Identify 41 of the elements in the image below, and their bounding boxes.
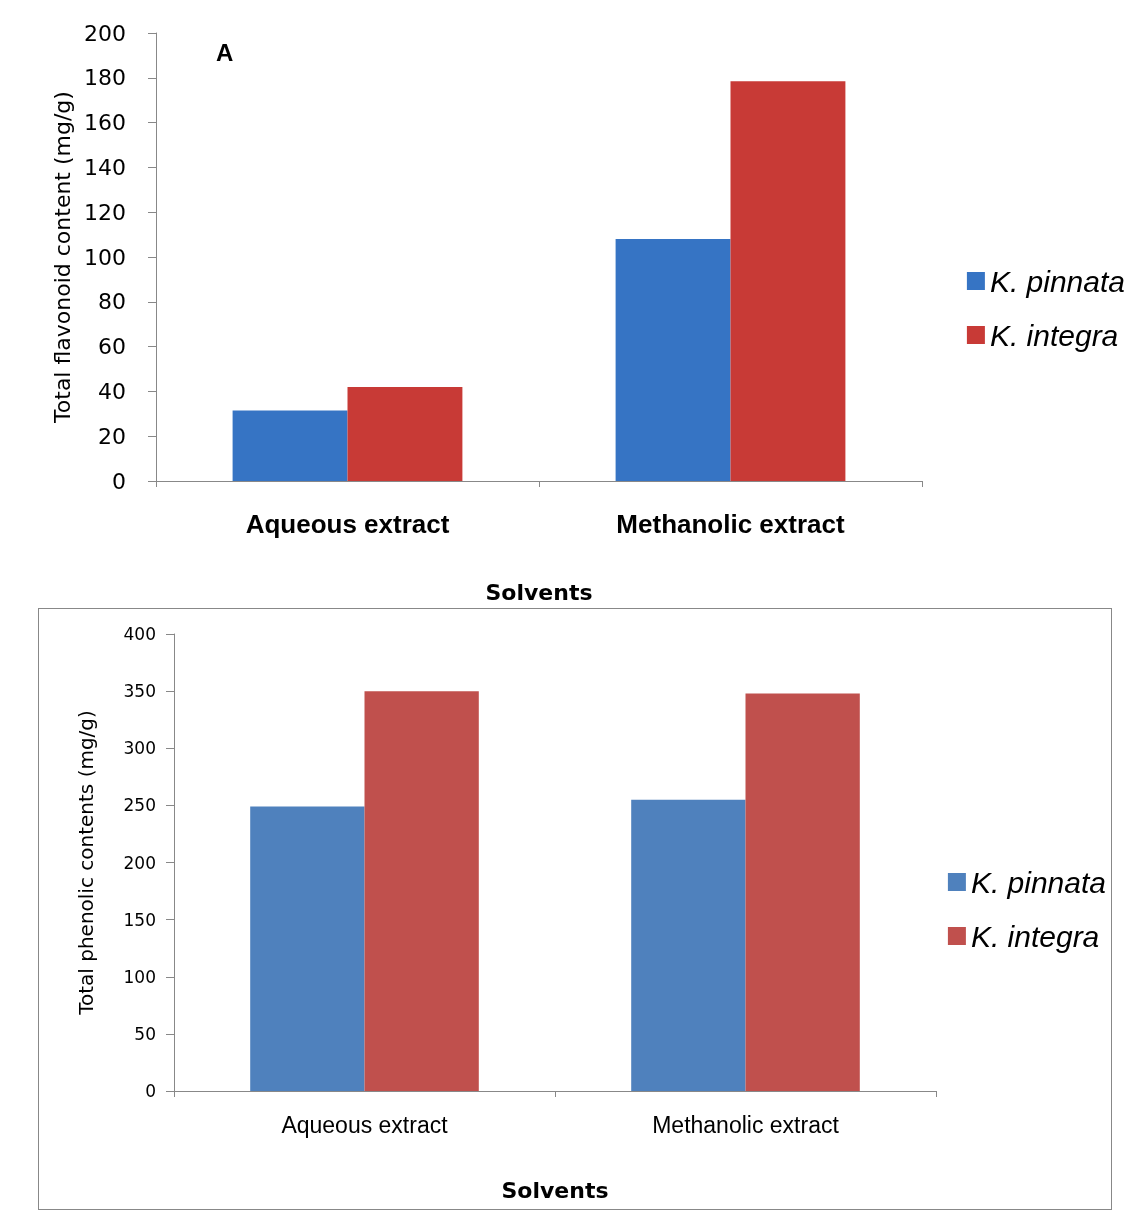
y-tick-label: 50: [134, 1023, 156, 1044]
bar: [232, 410, 348, 481]
y-tick-label: 40: [98, 378, 126, 404]
bar: [364, 691, 479, 1091]
bar: [745, 693, 860, 1091]
y-tick-label: 180: [84, 65, 126, 91]
y-tick-label: 0: [145, 1081, 156, 1101]
legend-label: K. integra: [970, 919, 1100, 953]
x-tick-label: Aqueous extract: [281, 1111, 449, 1138]
x-tick-label: Methanolic extract: [652, 1111, 840, 1138]
legend-label: K. integra: [989, 318, 1119, 352]
y-tick-label: 20: [98, 423, 126, 449]
y-tick-label: 200: [84, 20, 126, 46]
y-tick-label: 250: [123, 795, 156, 816]
y-tick-label: 100: [84, 244, 126, 270]
y-axis-title: Total flavonoid content (mg/g): [49, 91, 75, 424]
y-tick-label: 80: [98, 289, 126, 315]
y-tick-label: 150: [123, 909, 156, 930]
legend-label: K. pinnata: [989, 264, 1126, 298]
y-axis-title: Total phenolic contents (mg/g): [74, 710, 98, 1016]
y-tick-label: 0: [112, 468, 126, 494]
bar: [347, 386, 463, 481]
y-tick-label: 160: [84, 110, 126, 136]
y-tick-label: 350: [123, 681, 156, 702]
y-tick-label: 300: [123, 738, 156, 759]
x-axis-title: Solvents: [501, 1177, 609, 1203]
y-tick-label: 140: [84, 154, 126, 180]
y-tick-label: 200: [123, 852, 156, 873]
y-tick-label: 60: [98, 334, 126, 360]
x-axis-title: Solvents: [485, 579, 593, 605]
x-tick-label: Aqueous extract: [245, 509, 450, 539]
bar: [250, 806, 365, 1091]
bar: [730, 81, 846, 481]
y-tick-label: 120: [84, 199, 126, 225]
y-tick-label: 100: [123, 966, 156, 987]
bar: [615, 239, 731, 481]
bar: [631, 799, 746, 1091]
x-tick-label: Methanolic extract: [616, 509, 845, 539]
y-tick-label: 400: [123, 624, 156, 644]
annotation: A: [216, 38, 234, 66]
legend-label: K. pinnata: [970, 865, 1107, 899]
